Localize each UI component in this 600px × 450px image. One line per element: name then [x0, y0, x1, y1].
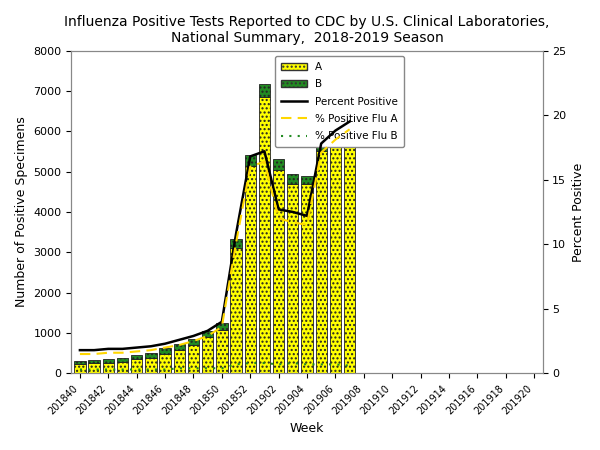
Bar	[273, 170, 284, 374]
Bar	[245, 166, 256, 374]
Bar	[160, 348, 171, 354]
Bar	[316, 152, 327, 374]
Bar	[330, 135, 341, 141]
Bar	[216, 330, 227, 373]
Bar	[245, 155, 256, 166]
Bar	[188, 339, 199, 345]
Bar	[230, 248, 242, 374]
Bar	[259, 97, 270, 374]
Bar	[259, 85, 270, 97]
Bar	[173, 350, 185, 374]
Bar	[287, 184, 298, 374]
Bar	[316, 144, 327, 152]
Legend: A, B, Percent Positive, % Positive Flu A, % Positive Flu B: A, B, Percent Positive, % Positive Flu A…	[275, 56, 404, 148]
Bar	[131, 355, 142, 359]
Bar	[230, 239, 242, 248]
Bar	[202, 338, 214, 374]
Bar	[188, 345, 199, 374]
Bar	[88, 360, 100, 363]
Bar	[88, 363, 100, 374]
Bar	[344, 135, 355, 373]
Bar	[330, 141, 341, 374]
Bar	[173, 344, 185, 350]
Bar	[202, 331, 214, 338]
Y-axis label: Number of Positive Specimens: Number of Positive Specimens	[15, 117, 28, 307]
Bar	[117, 358, 128, 362]
Bar	[103, 363, 114, 374]
Bar	[145, 358, 157, 373]
Bar	[344, 128, 355, 135]
Bar	[160, 354, 171, 373]
Y-axis label: Percent Positive: Percent Positive	[572, 162, 585, 261]
Bar	[74, 364, 86, 373]
Bar	[117, 362, 128, 374]
Bar	[74, 361, 86, 364]
Bar	[273, 159, 284, 170]
Bar	[145, 353, 157, 358]
Bar	[301, 184, 313, 374]
Bar	[131, 359, 142, 374]
Bar	[216, 323, 227, 330]
Title: Influenza Positive Tests Reported to CDC by U.S. Clinical Laboratories,
National: Influenza Positive Tests Reported to CDC…	[64, 15, 550, 45]
X-axis label: Week: Week	[290, 422, 324, 435]
Bar	[301, 176, 313, 184]
Bar	[103, 359, 114, 363]
Bar	[287, 174, 298, 184]
